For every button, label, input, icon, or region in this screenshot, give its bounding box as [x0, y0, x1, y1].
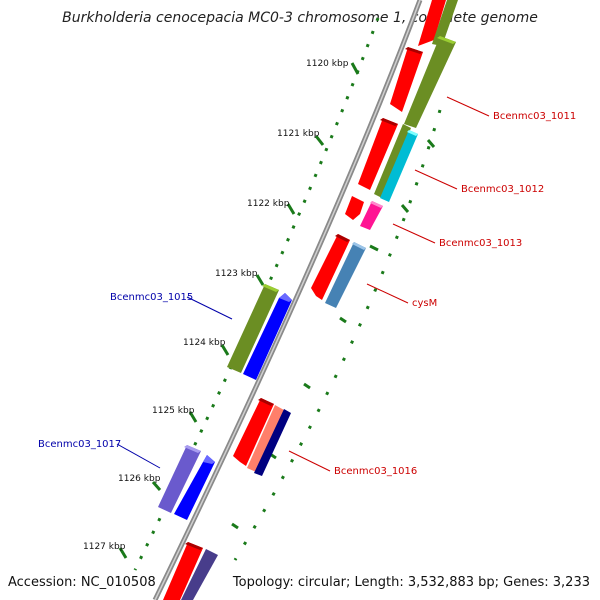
- ruler-label-1124: 1124 kbp: [183, 338, 226, 348]
- ruler-label-1123: 1123 kbp: [215, 269, 258, 279]
- gene-bottom-darkslate[interactable]: [181, 549, 218, 600]
- label-bcenmc03-1016[interactable]: Bcenmc03_1016: [334, 466, 417, 477]
- label-bcenmc03-1011[interactable]: Bcenmc03_1011: [493, 111, 576, 122]
- label-bcenmc03-1013[interactable]: Bcenmc03_1013: [439, 238, 522, 249]
- label-bcenmc03-1015[interactable]: Bcenmc03_1015: [110, 292, 193, 303]
- gene-bcenmc03-1017-blue[interactable]: [174, 455, 215, 520]
- label-bcenmc03-1017[interactable]: Bcenmc03_1017: [38, 439, 121, 450]
- label-cysm[interactable]: cysM: [412, 298, 437, 309]
- gene-bcenmc03-1016-salmon[interactable]: [247, 405, 284, 472]
- gene-bottom-red[interactable]: [163, 542, 203, 600]
- gene-bcenmc03-1013[interactable]: [360, 201, 383, 230]
- ruler-label-1125: 1125 kbp: [152, 406, 195, 416]
- gene-bcenmc03-1011-red[interactable]: [390, 47, 423, 112]
- ruler-label-1120: 1120 kbp: [306, 59, 349, 69]
- gene-bcenmc03-1016[interactable]: [254, 409, 291, 476]
- gene-cysm-red[interactable]: [311, 234, 350, 300]
- gene-bcenmc03-1012[interactable]: [380, 130, 418, 202]
- topology-text: Topology: circular; Length: 3,532,883 bp…: [232, 575, 590, 590]
- inner-dotted-track: [233, 109, 442, 561]
- gene-labels: Bcenmc03_1011 Bcenmc03_1012 Bcenmc03_101…: [38, 111, 576, 477]
- ruler-ticks: [118, 62, 436, 559]
- label-leader-lines: [116, 96, 490, 472]
- gene-bcenmc03-1015[interactable]: [227, 284, 279, 373]
- gene-top-red[interactable]: [418, 0, 446, 46]
- gene-bcenmc03-1016-red[interactable]: [233, 398, 274, 466]
- ruler-label-1121: 1121 kbp: [277, 129, 320, 139]
- gene-bcenmc03-1011[interactable]: [404, 36, 456, 128]
- label-bcenmc03-1012[interactable]: Bcenmc03_1012: [461, 184, 544, 195]
- gene-bcenmc03-1012-red[interactable]: [358, 118, 398, 190]
- ruler-label-1122: 1122 kbp: [247, 199, 290, 209]
- chromosome-backbone-highlight: [154, 0, 421, 600]
- gene-top-olive[interactable]: [432, 0, 458, 46]
- map-title: Burkholderia cenocepacia MC0-3 chromosom…: [62, 10, 538, 26]
- ruler-label-1126: 1126 kbp: [118, 474, 161, 484]
- gene-bcenmc03-1017[interactable]: [158, 445, 201, 513]
- accession-text: Accession: NC_010508: [8, 575, 156, 590]
- ruler-label-1127: 1127 kbp: [83, 542, 126, 552]
- gene-cysm[interactable]: [325, 242, 366, 308]
- ruler-labels: 1120 kbp 1121 kbp 1122 kbp 1123 kbp 1124…: [83, 59, 349, 552]
- gene-bcenmc03-1012-olive[interactable]: [374, 124, 411, 198]
- gene-bcenmc03-1013-red[interactable]: [345, 196, 364, 220]
- gene-bcenmc03-1015-blue[interactable]: [243, 293, 292, 380]
